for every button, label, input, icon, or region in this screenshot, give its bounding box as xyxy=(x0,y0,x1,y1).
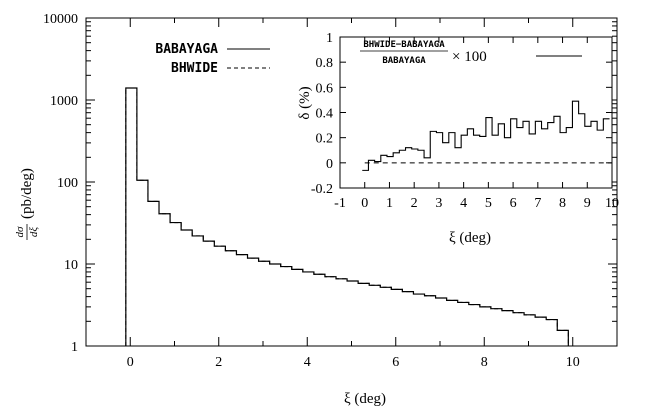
main-ytick-label: 10000 xyxy=(43,12,78,27)
inset-xtick-label: 2 xyxy=(411,196,418,211)
inset-chart: -0.2 0 0.2 0.4 0.6 0.8 1 -1 0 1 2 3 4 5 6 7 8 9 10 xyxy=(311,31,619,211)
main-legend: BABAYAGA BHWIDE xyxy=(155,42,270,76)
main-ylabel-frac-num: dσ xyxy=(14,226,26,238)
main-ytick-label: 1 xyxy=(71,340,78,355)
main-xlabel: ξ (deg) xyxy=(344,391,386,407)
inset-ytick-label: 0.8 xyxy=(316,56,334,71)
series-bhwide-line xyxy=(125,87,569,346)
inset-deviation-line xyxy=(362,100,610,171)
inset-ytick-label: 0 xyxy=(326,157,333,172)
main-xtick-label: 6 xyxy=(392,355,399,370)
inset-legend: BHWIDE−BABAYAGA BABAYAGA × 100 xyxy=(360,40,582,66)
inset-ytick-label: 0.2 xyxy=(316,132,334,147)
main-xtick-label: 0 xyxy=(127,355,134,370)
inset-legend-factor: × 100 xyxy=(452,49,487,65)
inset-xtick-label: 9 xyxy=(584,196,591,211)
inset-xtick-label: 3 xyxy=(435,196,442,211)
inset-xtick-label: 8 xyxy=(559,196,566,211)
inset-xtick-label: 7 xyxy=(534,196,541,211)
main-xtick-label: 2 xyxy=(215,355,222,370)
inset-legend-denominator: BABAYAGA xyxy=(382,56,426,66)
main-xtick-label: 10 xyxy=(566,355,580,370)
main-ylabel-unit: (pb/deg) xyxy=(19,168,35,219)
legend-label-babayaga: BABAYAGA xyxy=(155,42,218,57)
inset-xtick-label: 10 xyxy=(605,196,619,211)
main-ylabel: dσ dξ (pb/deg) xyxy=(14,168,40,240)
inset-legend-numerator: BHWIDE−BABAYAGA xyxy=(363,40,445,50)
inset-xtick-label: -1 xyxy=(334,196,346,211)
inset-xtick-label: 0 xyxy=(361,196,368,211)
main-xtick-label: 4 xyxy=(304,355,311,370)
inset-xlabel: ξ (deg) xyxy=(449,230,491,246)
inset-xtick-label: 5 xyxy=(485,196,492,211)
inset-ytick-label: -0.2 xyxy=(311,182,333,197)
main-ylabel-frac-den: dξ xyxy=(28,227,40,238)
main-ytick-label: 10 xyxy=(64,258,78,273)
inset-ylabel: δ (%) xyxy=(297,86,313,119)
inset-xtick-label: 6 xyxy=(510,196,517,211)
inset-xtick-label: 4 xyxy=(460,196,467,211)
inset-ytick-label: 0.6 xyxy=(316,81,334,96)
main-ytick-label: 1000 xyxy=(50,94,78,109)
inset-ytick-label: 0.4 xyxy=(316,107,334,122)
legend-label-bhwide: BHWIDE xyxy=(171,61,218,76)
main-xtick-label: 8 xyxy=(481,355,488,370)
inset-xtick-label: 1 xyxy=(386,196,393,211)
inset-ytick-label: 1 xyxy=(326,31,333,46)
main-ytick-label: 100 xyxy=(57,176,78,191)
